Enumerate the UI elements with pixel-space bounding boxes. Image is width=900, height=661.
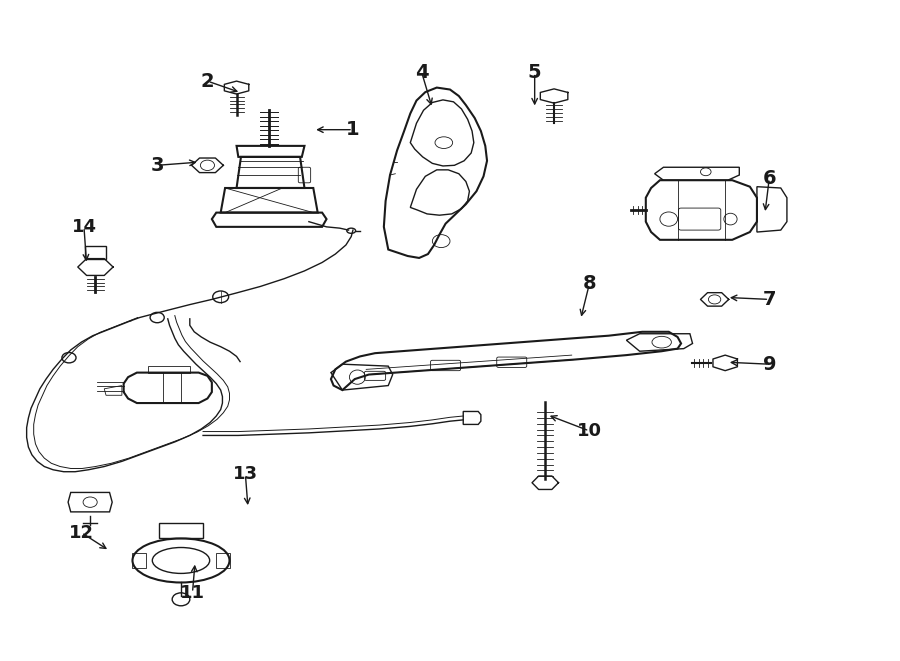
Text: 4: 4 [415, 63, 428, 82]
Text: 12: 12 [68, 524, 94, 541]
Text: 3: 3 [150, 156, 164, 175]
Text: 14: 14 [71, 218, 96, 236]
Text: 13: 13 [233, 465, 258, 483]
Text: 7: 7 [762, 290, 776, 309]
Text: 9: 9 [762, 355, 776, 373]
Text: 10: 10 [577, 422, 602, 440]
Text: 1: 1 [346, 120, 360, 139]
Text: 5: 5 [528, 63, 542, 82]
Text: 8: 8 [582, 274, 596, 293]
Text: 2: 2 [201, 71, 214, 91]
Text: 6: 6 [762, 169, 776, 188]
Text: 11: 11 [180, 584, 205, 602]
